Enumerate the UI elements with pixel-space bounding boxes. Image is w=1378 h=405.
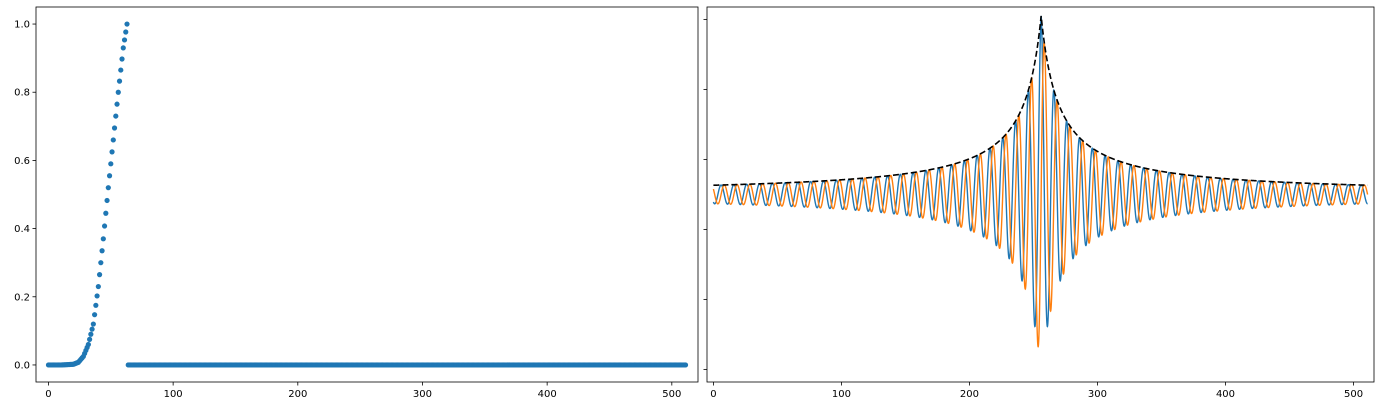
data-point [124,21,130,27]
x-tick-label: 400 [1216,389,1235,400]
data-point [95,283,101,290]
data-point [106,173,113,179]
left-panel: 0 100 200 300 400 500 0.0 0.2 0.4 0.6 0.8 1.0 [14,6,699,400]
y-tick-label: 1.0 [14,20,30,31]
data-point [111,125,118,131]
right-panel: 0 100 200 300 400 500 [703,6,1375,400]
x-tick-label: 0 [45,389,51,400]
data-point [123,29,129,35]
data-point [93,302,99,308]
y-tick-label: 0.4 [14,224,30,235]
data-point [101,223,108,229]
x-tick-label: 0 [710,389,716,400]
data-point [116,78,123,84]
signal-line-sin [712,41,1369,348]
x-tick-label: 200 [960,389,979,400]
x-tick-label: 300 [1088,389,1107,400]
data-point [99,248,105,254]
y-tick-label: 0.0 [14,360,30,371]
data-point [108,161,114,167]
data-point [118,67,124,73]
data-point [109,149,115,155]
data-point [100,236,106,242]
y-tick-label: 0.8 [14,88,30,99]
data-point [98,260,104,266]
x-tick-label: 500 [1344,389,1363,400]
data-point [114,101,120,107]
y-tick-label: 0.6 [14,156,30,167]
data-point [103,210,109,216]
x-tick-label: 200 [288,389,307,400]
data-point [88,331,94,337]
data-point [110,137,116,143]
data-point [89,326,95,332]
data-point [96,272,103,278]
data-point [85,341,91,348]
data-point [105,185,111,191]
data-point [682,362,689,368]
x-tick-label: 300 [413,389,432,400]
data-point [115,89,121,95]
signal-line-cos [712,15,1368,328]
x-tick-label: 500 [662,389,681,400]
data-point [104,197,110,204]
x-tick-label: 400 [538,389,557,400]
x-tick-label: 100 [832,389,851,400]
scatter-points [45,21,689,368]
envelope-line [713,15,1368,187]
data-point [120,45,126,51]
x-tick-label: 100 [164,389,183,400]
y-tick-label: 0.2 [14,292,30,303]
data-point [113,113,119,119]
data-point [87,336,93,342]
data-point [121,37,128,43]
data-point [94,293,100,299]
data-point [92,312,98,318]
data-point [119,56,125,62]
right-axes-frame [706,6,1375,383]
left-axes-frame [35,6,699,383]
data-point [90,321,96,327]
